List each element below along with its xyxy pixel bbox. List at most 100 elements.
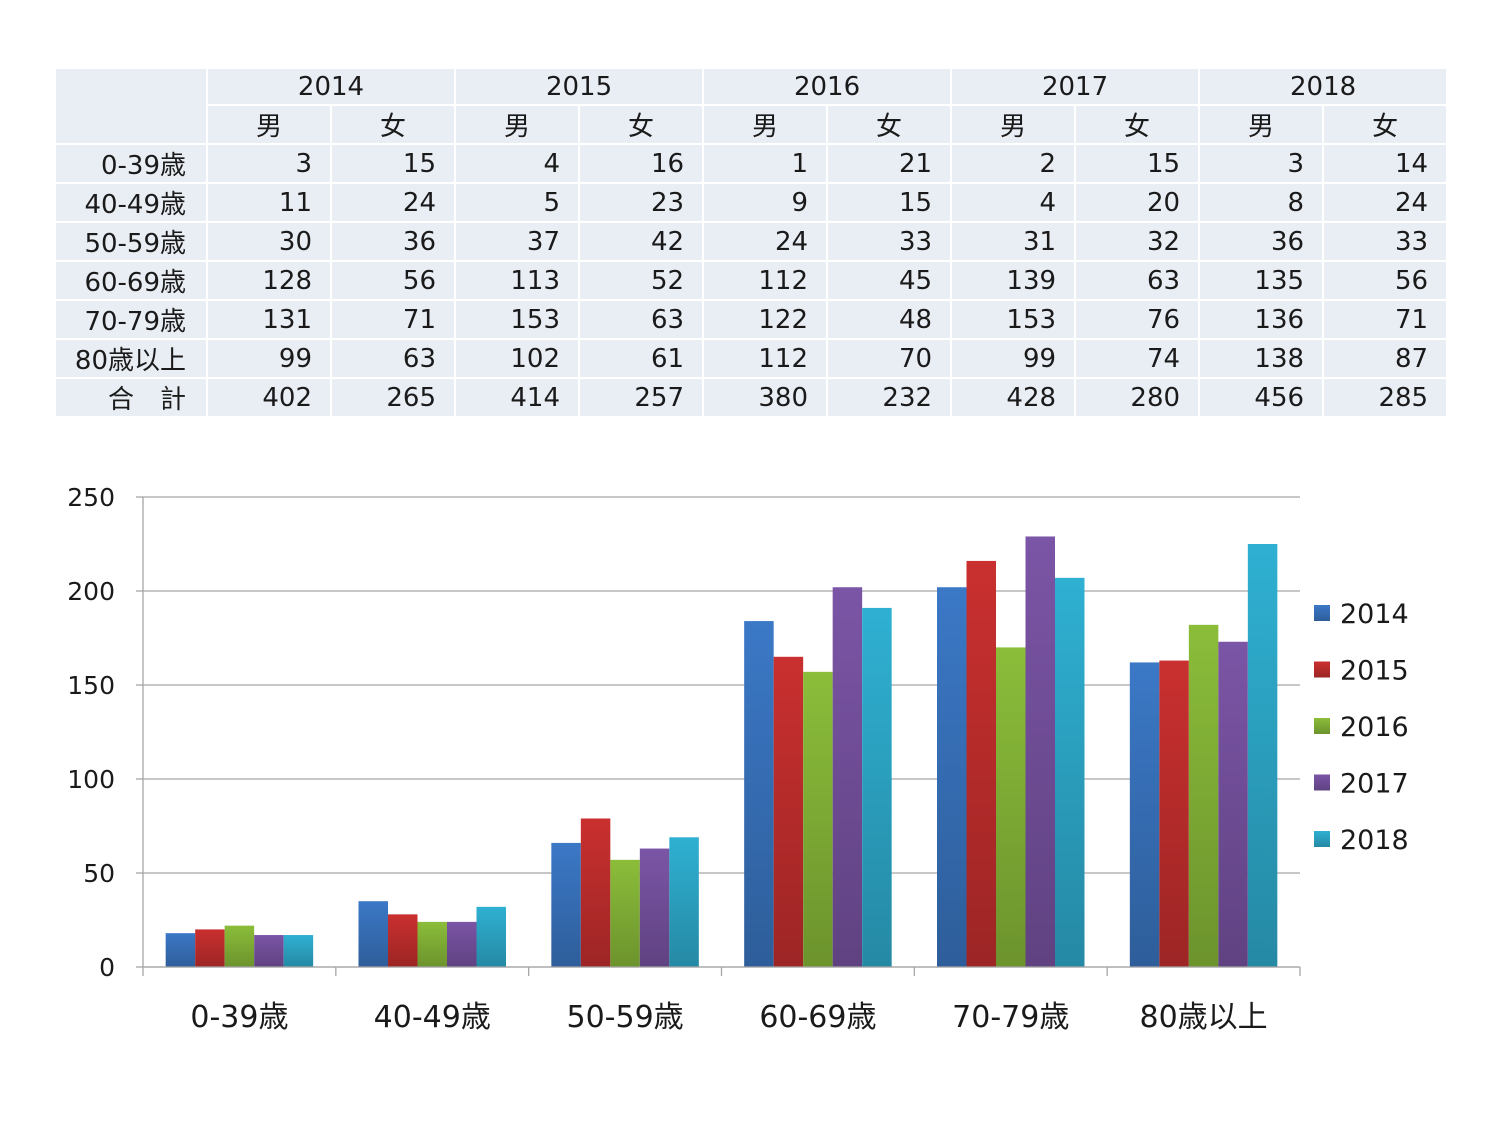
table-cell: 8 — [1200, 184, 1323, 221]
sex-header: 男 — [704, 106, 827, 143]
bar-2018-5 — [1247, 544, 1278, 967]
bar-2014-2 — [551, 842, 581, 967]
x-tick-label: 0-39歳 — [190, 1000, 288, 1035]
table-cell: 37 — [456, 223, 579, 260]
y-tick-label: 250 — [67, 483, 115, 512]
table-cell: 45 — [828, 262, 951, 299]
table-cell: 280 — [1076, 379, 1199, 416]
header-row-sex: 男女男女男女男女男女 — [56, 106, 1447, 143]
bar-2016-5 — [1188, 624, 1219, 967]
table-cell: 24 — [332, 184, 455, 221]
table-cell: 11 — [208, 184, 330, 221]
legend-label: 2015 — [1340, 656, 1409, 687]
table-row: 合 計 402 265 414 257 380 232 428 280 456 285 — [56, 379, 1447, 416]
table-cell: 456 — [1200, 379, 1323, 416]
table-cell: 414 — [456, 379, 579, 416]
data-table: 2014 2015 2016 2017 2018 男女男女男女男女男女 0-39歳 3 15 4… — [54, 67, 1448, 418]
table-cell: 4 — [456, 145, 579, 182]
table-cell: 265 — [332, 379, 455, 416]
table-cell: 14 — [1324, 145, 1447, 182]
header-corner — [56, 69, 206, 143]
table-cell: 15 — [1076, 145, 1199, 182]
sex-header: 女 — [1076, 106, 1199, 143]
table-cell: 112 — [704, 262, 827, 299]
table-cell: 402 — [208, 379, 330, 416]
bar-2014-4 — [937, 587, 967, 967]
table-cell: 30 — [208, 223, 330, 260]
bar-2017-2 — [639, 848, 670, 967]
table-cell: 128 — [208, 262, 330, 299]
legend-swatch-2016 — [1314, 718, 1330, 734]
bar-2015-0 — [195, 929, 225, 967]
bar-2017-4 — [1025, 536, 1055, 967]
table-cell: 257 — [580, 379, 703, 416]
bar-2017-1 — [447, 921, 477, 967]
year-header: 2016 — [704, 69, 951, 104]
table-cell: 136 — [1200, 301, 1323, 338]
table-row: 70-79歳 131 71 153 63 122 48 153 76 136 71 — [56, 301, 1447, 338]
table-cell: 135 — [1200, 262, 1323, 299]
bar-chart: 0 50 100 150 200 250 0-39歳 40-49歳 50-59歳 60-69歳 70… — [67, 483, 1409, 1035]
table-cell: 428 — [952, 379, 1075, 416]
table-cell: 56 — [1324, 262, 1447, 299]
bar-2014-1 — [358, 901, 388, 967]
table-cell: 48 — [828, 301, 951, 338]
bar-2018-2 — [669, 837, 699, 967]
table-cell: 1 — [704, 145, 827, 182]
sex-header: 男 — [208, 106, 330, 143]
table-cell: 33 — [828, 223, 951, 260]
table-cell: 5 — [456, 184, 579, 221]
table-cell: 76 — [1076, 301, 1199, 338]
sex-header: 女 — [828, 106, 951, 143]
table-cell: 63 — [332, 340, 455, 377]
table-cell: 70 — [828, 340, 951, 377]
y-tick-label: 100 — [67, 765, 115, 794]
table-cell: 99 — [952, 340, 1075, 377]
legend-swatch-2018 — [1314, 831, 1330, 847]
table-cell: 20 — [1076, 184, 1199, 221]
y-tick-label: 50 — [83, 859, 115, 888]
bar-2016-4 — [996, 647, 1026, 967]
table-cell: 24 — [1324, 184, 1447, 221]
bar-2017-5 — [1218, 641, 1248, 967]
bar-2018-0 — [283, 935, 314, 967]
y-tick-label: 0 — [99, 953, 115, 982]
table-cell: 23 — [580, 184, 703, 221]
header-row-years: 2014 2015 2016 2017 2018 — [56, 69, 1447, 143]
bar-2016-1 — [417, 921, 447, 967]
table-cell: 380 — [704, 379, 827, 416]
table-cell: 15 — [828, 184, 951, 221]
table-cell: 32 — [1076, 223, 1199, 260]
y-tick-label: 200 — [67, 577, 115, 606]
bar-2017-0 — [254, 935, 284, 967]
bar-2016-3 — [803, 671, 833, 967]
table-cell: 122 — [704, 301, 827, 338]
year-header: 2018 — [1200, 69, 1447, 104]
table-cell: 9 — [704, 184, 827, 221]
table-cell: 52 — [580, 262, 703, 299]
table-cell: 87 — [1324, 340, 1447, 377]
x-tick-label: 60-69歳 — [759, 1000, 876, 1035]
table-cell: 63 — [1076, 262, 1199, 299]
bar-2015-5 — [1159, 660, 1189, 967]
table-cell: 131 — [208, 301, 330, 338]
table-row: 50-59歳 30 36 37 42 24 33 31 32 36 33 — [56, 223, 1447, 260]
table-cell: 74 — [1076, 340, 1199, 377]
table-cell: 232 — [828, 379, 951, 416]
table-cell: 4 — [952, 184, 1075, 221]
table-cell: 36 — [332, 223, 455, 260]
table-cell: 153 — [952, 301, 1075, 338]
legend-label: 2017 — [1340, 769, 1409, 800]
bar-2016-0 — [224, 925, 255, 967]
table-cell: 33 — [1324, 223, 1447, 260]
table-cell: 113 — [456, 262, 579, 299]
legend-label: 2018 — [1340, 825, 1409, 856]
table-cell: 153 — [456, 301, 579, 338]
table-cell: 99 — [208, 340, 330, 377]
bar-2014-3 — [744, 621, 774, 967]
table-cell: 63 — [580, 301, 703, 338]
x-tick-label: 40-49歳 — [374, 1000, 491, 1035]
row-label: 70-79歳 — [56, 301, 206, 338]
table-cell: 3 — [1200, 145, 1323, 182]
legend-swatch-2015 — [1314, 661, 1330, 678]
